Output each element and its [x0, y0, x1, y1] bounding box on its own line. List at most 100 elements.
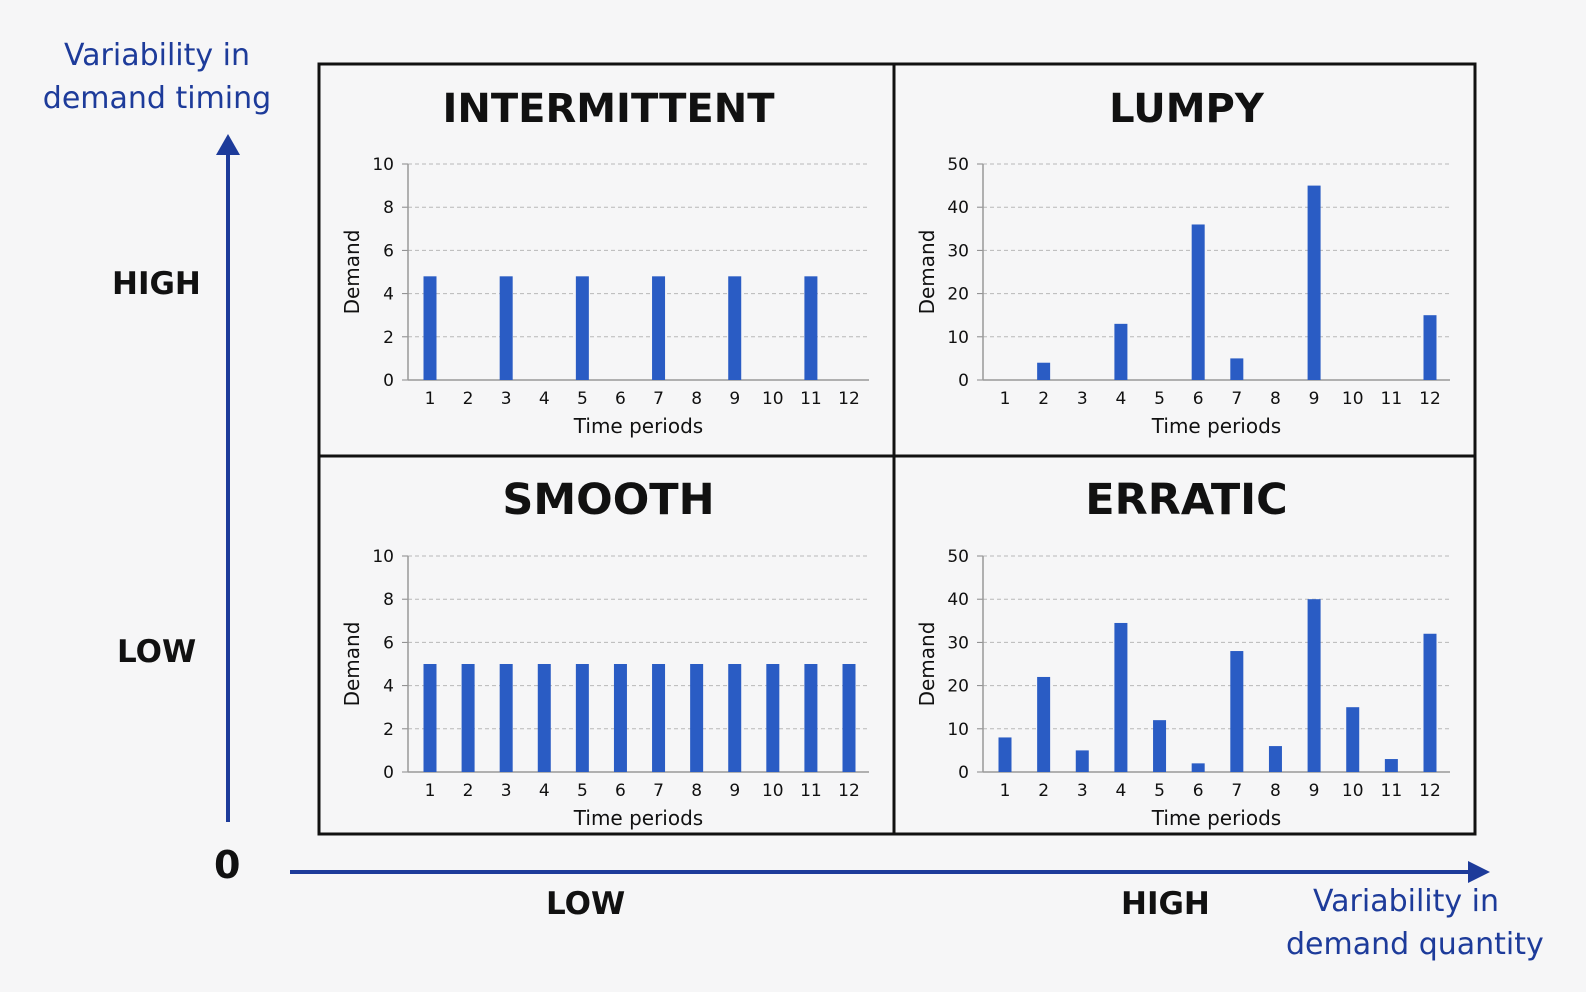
chart-title: ERRATIC	[1085, 475, 1287, 525]
y-tick-label: 0	[958, 763, 969, 783]
x-tick-label: 6	[1193, 781, 1204, 801]
x-tick-label: 8	[691, 389, 702, 409]
x-tick-label: 11	[800, 781, 822, 801]
bar-period-7	[1230, 651, 1244, 772]
x-tick-label: 5	[1154, 781, 1165, 801]
bar-period-1	[423, 664, 437, 772]
x-tick-label: 12	[1419, 389, 1441, 409]
x-level-high: HIGH	[1121, 886, 1210, 922]
bar-period-4	[1114, 622, 1128, 772]
x-tick-label: 8	[691, 781, 702, 801]
x-tick-label: 9	[729, 781, 740, 801]
y-tick-label: 4	[383, 285, 394, 305]
x-tick-label: 10	[1342, 781, 1364, 801]
y-tick-label: 50	[947, 155, 969, 175]
x-tick-label: 5	[1154, 389, 1165, 409]
x-axis-title: Variability in demand quantity	[1286, 880, 1544, 966]
bar-period-8	[690, 664, 704, 772]
bar-period-6	[613, 664, 627, 772]
bar-period-9	[1307, 599, 1321, 772]
y-tick-label: 10	[947, 328, 969, 348]
y-tick-label: 0	[383, 371, 394, 391]
bar-period-5	[1153, 720, 1167, 772]
x-tick-label: 6	[1193, 389, 1204, 409]
bar-period-9	[728, 664, 742, 772]
x-tick-label: 7	[653, 389, 664, 409]
x-tick-label: 3	[501, 781, 512, 801]
x-tick-label: 2	[463, 389, 474, 409]
y-tick-label: 20	[947, 677, 969, 697]
bar-period-5	[575, 276, 589, 380]
matrix-frame	[317, 62, 1477, 836]
x-tick-label: 9	[1309, 389, 1320, 409]
x-tick-label: 1	[425, 389, 436, 409]
x-tick-label: 12	[838, 781, 860, 801]
x-tick-label: 11	[1381, 781, 1403, 801]
x-tick-label: 1	[1000, 781, 1011, 801]
bar-period-3	[499, 664, 513, 772]
bar-period-2	[1037, 362, 1051, 380]
x-tick-label: 10	[1342, 389, 1364, 409]
x-tick-label: 1	[1000, 389, 1011, 409]
x-tick-label: 10	[762, 781, 784, 801]
x-tick-label: 7	[653, 781, 664, 801]
bar-period-12	[1423, 633, 1437, 772]
x-tick-label: 4	[1115, 781, 1126, 801]
y-tick-label: 30	[947, 241, 969, 261]
y-level-low: LOW	[117, 634, 197, 670]
x-level-low: LOW	[546, 886, 626, 922]
bar-period-6	[1191, 763, 1205, 772]
y-tick-label: 10	[372, 547, 394, 567]
bar-period-1	[423, 276, 437, 380]
x-tick-label: 9	[729, 389, 740, 409]
bar-period-4	[537, 664, 551, 772]
bar-period-3	[1075, 750, 1089, 772]
y-axis-arrowhead	[216, 134, 240, 155]
axis-origin-label: 0	[214, 843, 241, 887]
x-tick-label: 5	[577, 389, 588, 409]
bar-period-11	[804, 664, 818, 772]
bar-period-2	[1037, 676, 1051, 772]
y-axis-label: Demand	[340, 622, 364, 707]
bar-period-2	[461, 664, 475, 772]
chart-title: LUMPY	[1109, 86, 1265, 132]
x-tick-label: 4	[1115, 389, 1126, 409]
x-tick-label: 9	[1309, 781, 1320, 801]
bar-period-11	[1384, 759, 1398, 772]
x-tick-label: 1	[425, 781, 436, 801]
x-axis-title-line2: demand quantity	[1286, 927, 1544, 962]
x-axis-title-line1: Variability in	[1312, 884, 1500, 919]
x-tick-label: 2	[463, 781, 474, 801]
y-axis-label: Demand	[340, 230, 364, 315]
y-tick-label: 40	[947, 590, 969, 610]
y-tick-label: 6	[383, 241, 394, 261]
x-tick-label: 3	[1077, 389, 1088, 409]
y-axis-title-line2: demand timing	[42, 81, 272, 116]
x-axis-label: Time periods	[573, 414, 703, 438]
y-tick-label: 4	[383, 677, 394, 697]
x-axis-label: Time periods	[1151, 806, 1281, 830]
y-tick-label: 0	[958, 371, 969, 391]
y-axis-label: Demand	[915, 622, 939, 707]
bar-period-9	[1307, 185, 1321, 380]
bar-period-3	[499, 276, 513, 380]
bar-period-10	[1346, 707, 1360, 772]
bar-period-7	[652, 664, 666, 772]
chart-title: INTERMITTENT	[442, 86, 775, 132]
x-axis-label: Time periods	[1151, 414, 1281, 438]
y-level-high: HIGH	[112, 266, 201, 302]
bar-period-6	[1191, 224, 1205, 380]
x-axis-label: Time periods	[573, 806, 703, 830]
x-tick-label: 2	[1038, 389, 1049, 409]
x-tick-label: 4	[539, 781, 550, 801]
x-tick-label: 5	[577, 781, 588, 801]
bar-period-7	[652, 276, 666, 380]
x-tick-label: 10	[762, 389, 784, 409]
x-tick-label: 7	[1231, 781, 1242, 801]
y-tick-label: 6	[383, 633, 394, 653]
